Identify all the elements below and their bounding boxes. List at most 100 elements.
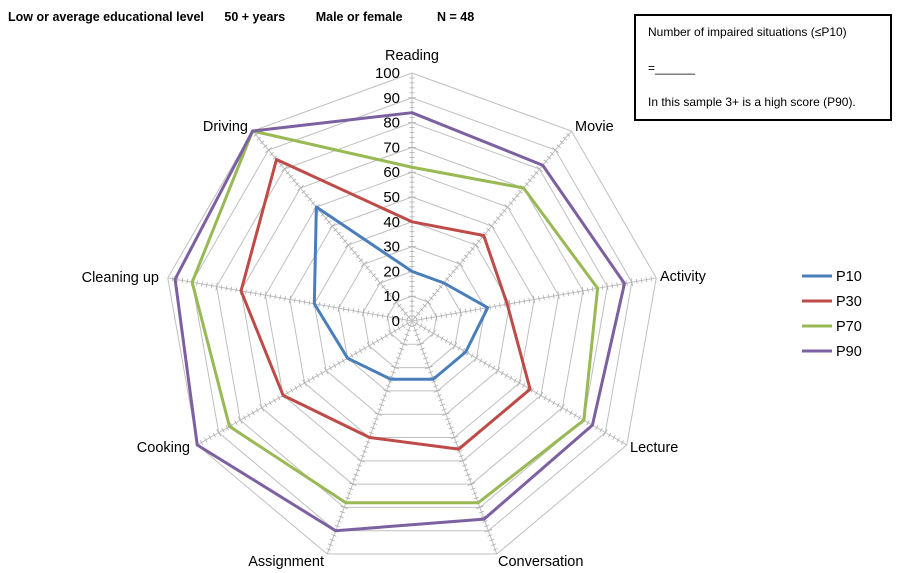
minor-tick bbox=[221, 427, 225, 433]
minor-tick bbox=[430, 315, 433, 321]
minor-tick bbox=[538, 391, 544, 400]
minor-tick bbox=[488, 223, 495, 229]
minor-tick bbox=[269, 151, 274, 156]
minor-tick bbox=[215, 282, 218, 291]
minor-tick bbox=[394, 361, 400, 365]
minor-tick bbox=[448, 273, 453, 278]
grid-ring bbox=[289, 196, 535, 439]
series-line-p30 bbox=[239, 158, 532, 451]
minor-tick bbox=[601, 284, 604, 290]
minor-tick bbox=[606, 282, 609, 291]
minor-tick bbox=[573, 412, 577, 418]
minor-tick bbox=[435, 288, 440, 293]
minor-tick bbox=[334, 524, 340, 528]
minor-tick bbox=[272, 155, 278, 160]
minor-tick bbox=[423, 326, 427, 331]
minor-tick bbox=[467, 250, 472, 255]
minor-tick bbox=[251, 410, 255, 416]
minor-tick bbox=[298, 383, 302, 388]
minor-tick bbox=[546, 155, 552, 160]
minor-tick bbox=[391, 365, 399, 370]
minor-tick bbox=[453, 440, 459, 444]
minor-tick bbox=[265, 147, 272, 153]
minor-tick bbox=[438, 399, 444, 402]
minor-tick bbox=[428, 371, 434, 374]
minor-tick bbox=[320, 370, 324, 376]
axis-label-reading: Reading bbox=[385, 48, 439, 64]
minor-tick bbox=[511, 197, 517, 202]
minor-tick bbox=[341, 358, 345, 364]
minor-tick bbox=[381, 313, 384, 319]
minor-tick bbox=[552, 400, 556, 406]
minor-tick bbox=[259, 291, 262, 297]
tick-label: 10 bbox=[383, 288, 400, 305]
minor-tick bbox=[450, 435, 459, 440]
minor-tick bbox=[431, 329, 436, 338]
minor-tick bbox=[429, 375, 435, 379]
grid-ring bbox=[313, 221, 511, 415]
minor-tick bbox=[556, 402, 560, 408]
legend-label-p30: P30 bbox=[836, 294, 862, 310]
header-sample-size: N = 48 bbox=[437, 10, 475, 24]
minor-tick bbox=[470, 487, 476, 490]
minor-tick bbox=[464, 309, 467, 315]
minor-tick bbox=[367, 310, 369, 316]
minor-tick bbox=[494, 303, 496, 309]
legend-label-p70: P70 bbox=[836, 319, 862, 335]
minor-tick bbox=[422, 303, 427, 308]
minor-tick bbox=[376, 280, 384, 286]
minor-tick bbox=[352, 308, 355, 314]
series-line-p70 bbox=[190, 129, 600, 505]
minor-tick bbox=[186, 278, 189, 284]
minor-tick bbox=[445, 417, 451, 421]
minor-tick bbox=[509, 375, 513, 381]
minor-tick bbox=[428, 296, 434, 301]
minor-tick bbox=[454, 265, 459, 270]
minor-tick bbox=[210, 283, 213, 289]
minor-tick bbox=[450, 311, 452, 317]
minor-tick bbox=[247, 412, 251, 418]
minor-tick bbox=[487, 363, 491, 368]
minor-tick bbox=[524, 182, 529, 187]
series-line-p90 bbox=[173, 111, 626, 533]
minor-tick bbox=[285, 390, 289, 396]
minor-tick bbox=[479, 358, 483, 364]
minor-tick bbox=[504, 302, 506, 308]
minor-tick bbox=[277, 395, 281, 401]
minor-tick bbox=[513, 378, 517, 383]
minor-tick bbox=[552, 293, 555, 299]
minor-tick bbox=[492, 548, 498, 551]
minor-tick bbox=[348, 487, 354, 490]
minor-tick bbox=[285, 170, 290, 175]
minor-tick bbox=[225, 285, 228, 291]
minor-tick bbox=[483, 360, 487, 366]
minor-tick bbox=[181, 277, 184, 284]
minor-tick bbox=[390, 371, 396, 374]
minor-tick bbox=[391, 315, 394, 321]
minor-tick bbox=[479, 306, 482, 312]
minor-tick bbox=[441, 408, 447, 411]
minor-tick bbox=[318, 302, 320, 308]
minor-tick bbox=[235, 287, 237, 293]
minor-tick bbox=[336, 231, 341, 236]
minor-tick bbox=[543, 395, 547, 401]
minor-tick bbox=[523, 298, 526, 304]
minor-tick bbox=[351, 478, 357, 481]
minor-tick bbox=[531, 174, 536, 179]
minor-tick bbox=[534, 170, 539, 175]
minor-tick bbox=[380, 399, 386, 402]
minor-tick bbox=[462, 464, 468, 467]
minor-tick bbox=[288, 174, 293, 179]
minor-tick bbox=[372, 422, 378, 425]
axis-label-lecture: Lecture bbox=[630, 440, 678, 456]
minor-tick bbox=[440, 403, 446, 407]
minor-tick bbox=[356, 464, 362, 467]
minor-tick bbox=[260, 140, 265, 145]
minor-tick bbox=[416, 342, 425, 347]
minor-tick bbox=[395, 357, 401, 360]
minor-tick bbox=[543, 159, 549, 164]
minor-tick bbox=[390, 296, 396, 301]
minor-tick bbox=[284, 296, 286, 302]
minor-tick bbox=[449, 340, 453, 346]
